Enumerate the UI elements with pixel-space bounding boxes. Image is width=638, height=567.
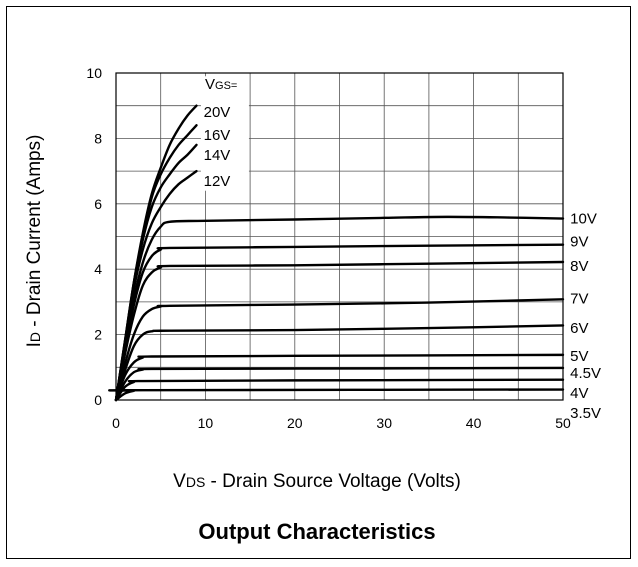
curves [108,104,565,402]
curve-vgs-4v [114,378,565,402]
series-label-12v: 12V [204,173,231,190]
y-tick-label: 8 [94,130,102,146]
series-label-10v: 10V [570,211,597,228]
plot-area-border [115,72,564,401]
y-tick-label: 4 [94,261,102,277]
legend-background [200,76,249,191]
grid [116,73,563,400]
chart-title: Output Characteristics [198,519,435,544]
curve-vgs-6v [114,324,565,402]
curve-vgs-3-5v [108,388,565,402]
x-tick-label: 0 [112,415,120,431]
curve-vgs-7v [114,298,565,402]
x-axis-title: VDS - Drain Source Voltage (Volts) [173,471,461,492]
x-tick-label: 10 [198,415,214,431]
x-tick-label: 20 [287,415,303,431]
axes [115,72,564,401]
y-tick-label: 2 [94,327,102,343]
y-tick-label: 0 [94,392,102,408]
tick-labels: 0 10 20 30 40 50 0 2 4 6 8 10 [86,65,571,431]
series-label-4v: 4V [570,385,588,402]
x-tick-label: 30 [376,415,392,431]
x-tick-label: 40 [466,415,482,431]
series-label-7v: 7V [570,291,588,308]
y-tick-label: 10 [86,65,102,81]
legend-header: VGS= [205,76,237,93]
series-label-3-5v: 3.5V [570,405,601,422]
series-labels: 20V 16V 14V 12V 10V 9V 8V 7V 6V 5V4.5V 4V 3.5V [200,76,601,422]
curve-vgs-4-5v [114,366,565,402]
series-label-6v: 6V [570,320,588,337]
curve-vgs-10v [114,215,565,402]
y-tick-label: 6 [94,196,102,212]
chart-frame: 0 10 20 30 40 50 0 2 4 6 8 10 20V 16V 14V 12V 10V 9V 8V 7V… [6,6,631,559]
series-label-4-5v: 4.5V [570,365,601,382]
y-axis-title: ID - Drain Current (Amps) [24,135,45,348]
series-label-20v: 20V [204,104,231,121]
series-label-16v: 16V [204,127,231,144]
curve-vgs-9v [114,243,565,402]
curve-vgs-8v [114,260,565,402]
curve-vgs-12v [114,169,198,402]
series-label-5v: 5V [570,348,588,365]
output-characteristics-chart: 0 10 20 30 40 50 0 2 4 6 8 10 20V 16V 14V 12V 10V 9V 8V 7V… [24,65,601,544]
series-label-14v: 14V [204,147,231,164]
series-label-9v: 9V [570,233,588,250]
series-label-8v: 8V [570,258,588,275]
curve-vgs-5v [114,353,565,402]
x-tick-label: 50 [555,415,571,431]
